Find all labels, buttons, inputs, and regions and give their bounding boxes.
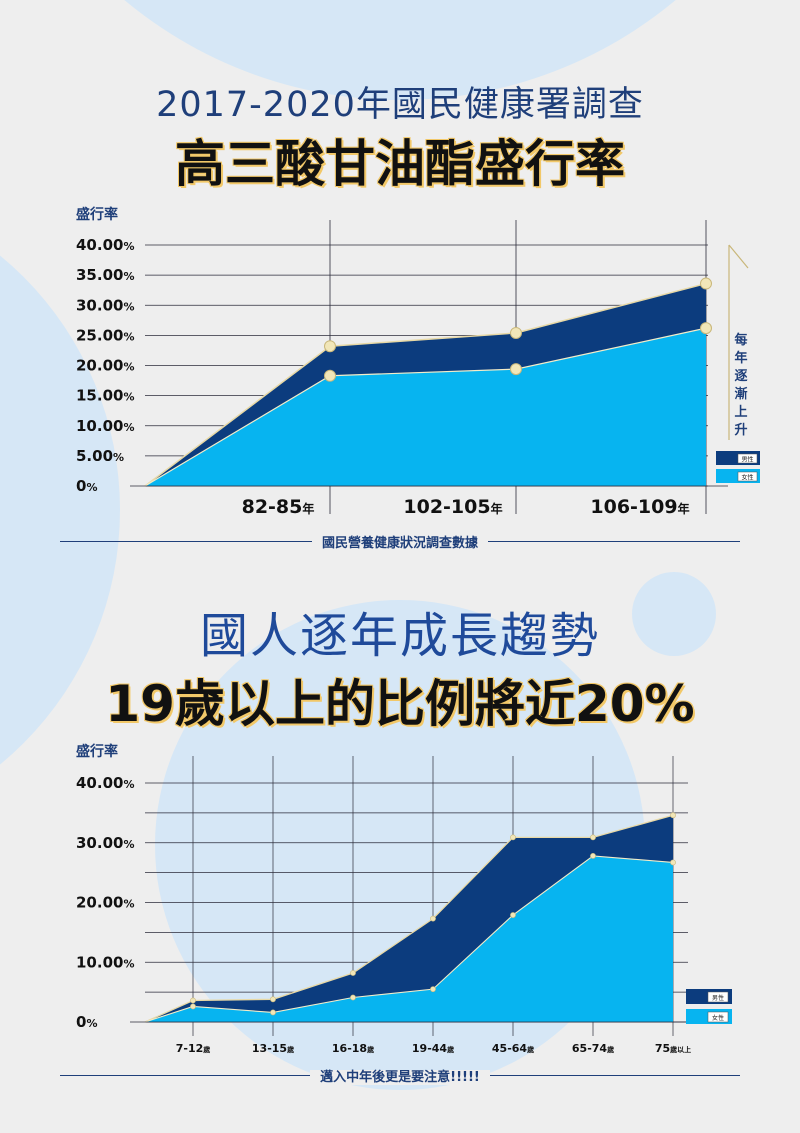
y-tick-label: 30.00% xyxy=(76,834,134,852)
bg-circle-small xyxy=(632,572,716,656)
annotation-char: 每 xyxy=(734,332,747,348)
series-line-male xyxy=(144,814,674,1023)
trend-title: 國人逐年成長趨勢 xyxy=(199,608,600,664)
y-tick-label: 25.00% xyxy=(76,326,134,344)
y-tick-label: 20.00% xyxy=(76,357,134,375)
y-tick-label: 5.00% xyxy=(76,447,124,465)
data-point-female xyxy=(430,986,436,993)
legend-tag xyxy=(707,1011,729,1023)
x-tick-label: 13-15歲 xyxy=(252,1042,294,1055)
annotation-char: 升 xyxy=(734,422,747,438)
annotation-char: 年 xyxy=(734,350,747,366)
data-point-female xyxy=(510,363,522,376)
data-point-male xyxy=(190,997,196,1004)
data-point-male xyxy=(350,970,356,976)
bg-circle-top xyxy=(124,0,676,100)
data-point-male xyxy=(700,277,712,290)
y-tick-label: 20.00% xyxy=(76,894,134,912)
data-point-male xyxy=(510,834,516,841)
x-tick-label: 82-85年 xyxy=(242,496,315,518)
data-point-male xyxy=(510,326,522,339)
data-point-female xyxy=(270,1009,276,1016)
x-tick-label: 102-105年 xyxy=(403,496,502,518)
legend-tag xyxy=(707,991,729,1003)
series-line-female xyxy=(144,855,674,1023)
legend-tag xyxy=(737,453,758,464)
x-tick-label: 7-12歲 xyxy=(176,1042,211,1055)
annotation-char: 上 xyxy=(734,405,747,420)
bg-circle-left xyxy=(0,255,120,765)
series-area-female xyxy=(145,328,706,486)
y-tick-label: 10.00% xyxy=(76,417,134,435)
legend-label: 女性 xyxy=(741,474,753,482)
survey-title: 2017-2020年國民健康署調查 xyxy=(156,85,644,125)
data-point-female xyxy=(590,852,596,859)
data-point-female xyxy=(670,859,676,866)
y-axis-label: 盛行率 xyxy=(76,743,118,760)
data-point-female xyxy=(700,322,712,335)
legend-label: 男性 xyxy=(741,456,753,464)
y-tick-label: 15.00% xyxy=(76,387,134,405)
x-tick-label: 75歲以上 xyxy=(655,1042,691,1055)
series-area-female xyxy=(145,855,673,1022)
data-point-male xyxy=(430,915,436,922)
data-point-male xyxy=(590,834,596,841)
data-point-female xyxy=(190,1003,196,1010)
data-point-female xyxy=(510,912,516,918)
annotation-char: 逐 xyxy=(734,369,747,384)
data-point-male xyxy=(324,340,336,353)
y-tick-label: 30.00% xyxy=(76,296,134,314)
legend-label: 男性 xyxy=(712,994,724,1002)
annotation-arrow xyxy=(728,244,749,269)
y-tick-label: 0% xyxy=(76,1013,97,1031)
data-point-male xyxy=(270,996,276,1003)
data-point-male xyxy=(670,812,676,819)
legend-label: 女性 xyxy=(712,1014,724,1022)
x-tick-label: 19-44歲 xyxy=(412,1042,454,1055)
y-tick-label: 40.00% xyxy=(76,774,134,792)
x-tick-label: 106-109年 xyxy=(590,496,689,518)
age-note: 邁入中年後更是要注意!!!!! xyxy=(310,1070,490,1085)
y-tick-label: 40.00% xyxy=(76,236,134,254)
x-tick-label: 16-18歲 xyxy=(332,1042,374,1055)
headline-triglyceride-prevalence: 高三酸甘油酯盛行率 xyxy=(175,135,625,193)
headline-age-ratio: 19歲以上的比例將近20% xyxy=(105,675,695,733)
y-tick-label: 10.00% xyxy=(76,953,134,971)
series-line-male xyxy=(144,282,707,487)
data-point-female xyxy=(350,994,356,1001)
series-line-female xyxy=(144,327,707,487)
x-tick-label: 45-64歲 xyxy=(492,1042,534,1055)
chart-prevalence-by-period: 盛行率 40.00% 35.00% 30.00% 25.00% 20.00% 15.00% 1… xyxy=(76,206,760,518)
annotation-char: 漸 xyxy=(734,386,747,402)
y-axis-label: 盛行率 xyxy=(76,206,118,223)
y-tick-label: 35.00% xyxy=(76,266,134,284)
x-tick-label: 65-74歲 xyxy=(572,1042,614,1055)
legend-tag xyxy=(737,471,758,482)
y-tick-label: 0% xyxy=(76,477,97,495)
data-point-female xyxy=(324,369,336,382)
source-note: 國民營養健康狀況調查數據 xyxy=(311,536,488,551)
